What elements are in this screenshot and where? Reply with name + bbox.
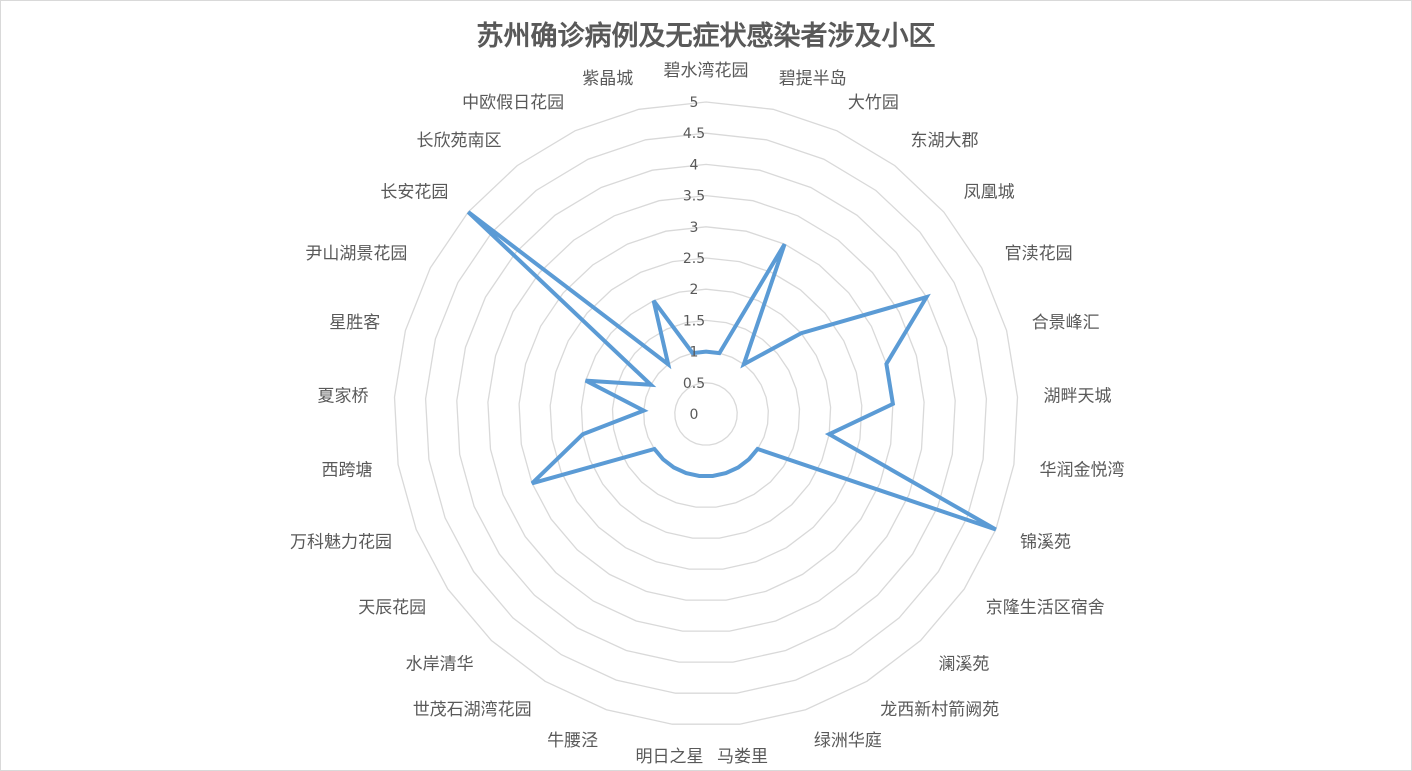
grid-ring bbox=[549, 257, 863, 570]
tick-label: 2 bbox=[690, 282, 699, 298]
grid-ring bbox=[393, 101, 1019, 725]
category-label: 世茂石湖湾花园 bbox=[413, 700, 532, 720]
category-label: 绿洲华庭 bbox=[814, 731, 882, 751]
radar-grid bbox=[393, 101, 1019, 725]
category-label: 澜溪苑 bbox=[938, 655, 989, 675]
tick-label: 0.5 bbox=[683, 376, 705, 392]
tick-label: 5 bbox=[690, 95, 699, 111]
grid-ring bbox=[580, 288, 832, 539]
radar-series bbox=[466, 210, 997, 532]
category-label: 碧水湾花园 bbox=[664, 61, 749, 81]
category-label: 西跨塘 bbox=[322, 461, 373, 481]
grid-ring bbox=[611, 319, 801, 508]
category-label: 华润金悦湾 bbox=[1040, 461, 1125, 481]
tick-label: 0 bbox=[690, 407, 699, 423]
category-label: 凤凰城 bbox=[964, 182, 1015, 202]
category-label: 夏家桥 bbox=[318, 386, 369, 406]
chart-title: 苏州确诊病例及无症状感染者涉及小区 bbox=[476, 21, 936, 52]
grid-ring bbox=[518, 226, 894, 601]
category-label: 星胜客 bbox=[329, 313, 380, 333]
category-label: 大竹园 bbox=[848, 93, 899, 113]
category-label: 龙西新村箭阙苑 bbox=[880, 700, 999, 720]
category-label: 锦溪苑 bbox=[1020, 532, 1071, 552]
category-label: 中欧假日花园 bbox=[462, 93, 564, 113]
grid-ring bbox=[456, 163, 956, 663]
category-label: 长安花园 bbox=[380, 182, 448, 202]
category-label: 明日之星 bbox=[636, 747, 704, 767]
category-label: 尹山湖景花园 bbox=[305, 244, 407, 264]
tick-label: 4.5 bbox=[683, 126, 705, 142]
category-label: 合景峰汇 bbox=[1032, 313, 1100, 333]
grid-ring bbox=[487, 194, 925, 632]
grid-ring bbox=[674, 382, 738, 446]
category-label: 京隆生活区宿舍 bbox=[986, 598, 1105, 618]
grid-ring bbox=[424, 132, 988, 694]
category-label: 碧提半岛 bbox=[779, 69, 847, 89]
series-line bbox=[466, 210, 997, 532]
category-label: 长欣苑南区 bbox=[417, 131, 502, 151]
tick-label: 1 bbox=[690, 345, 699, 361]
category-label: 万科魅力花园 bbox=[290, 532, 392, 552]
tick-label: 3.5 bbox=[683, 189, 705, 205]
category-label: 东湖大郡 bbox=[911, 131, 979, 151]
tick-label: 2.5 bbox=[683, 251, 705, 267]
tick-label: 4 bbox=[690, 157, 699, 173]
category-label: 水岸清华 bbox=[406, 655, 474, 675]
category-label: 马娄里 bbox=[717, 747, 768, 767]
tick-label: 1.5 bbox=[683, 313, 705, 329]
category-label: 紫晶城 bbox=[582, 69, 633, 89]
category-label: 牛腰泾 bbox=[547, 731, 598, 751]
tick-label: 3 bbox=[690, 220, 699, 236]
category-labels: 碧水湾花园 碧提半岛大竹园东湖大郡凤凰城官渎花园合景峰汇湖畔天城华润金悦湾锦溪苑京… bbox=[290, 61, 1125, 767]
category-label: 湖畔天城 bbox=[1044, 386, 1112, 406]
category-label: 官渎花园 bbox=[1005, 244, 1073, 264]
radial-axis-ticks: 0 0.5 1 1.5 2 2.5 3 3.5 4 4.5 5 bbox=[683, 95, 705, 423]
category-label: 天辰花园 bbox=[358, 598, 426, 618]
